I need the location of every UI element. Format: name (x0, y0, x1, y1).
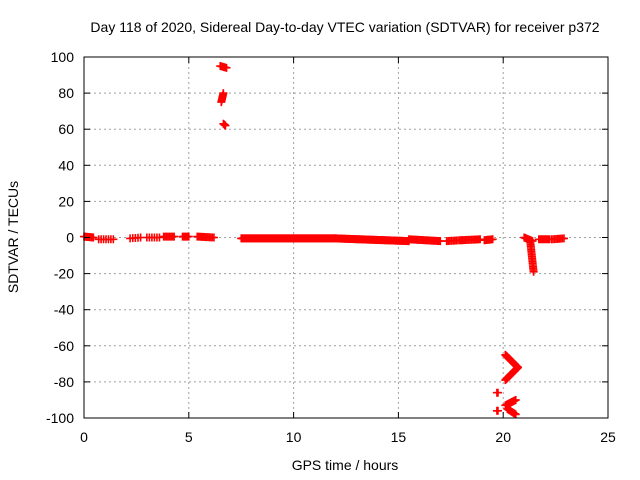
data-point (209, 233, 218, 242)
data-point (493, 406, 502, 415)
data-point (488, 235, 497, 244)
x-tick-label: 15 (391, 429, 407, 445)
y-axis-label: SDTVAR / TECUs (5, 181, 21, 293)
x-tick-label: 10 (286, 429, 302, 445)
data-point (493, 388, 502, 397)
x-axis-label: GPS time / hours (292, 457, 399, 473)
data-point (184, 232, 193, 241)
data-point (501, 376, 510, 385)
chart-title: Day 118 of 2020, Sidereal Day-to-day VTE… (90, 19, 599, 35)
data-point (529, 267, 538, 276)
data-points (80, 62, 568, 419)
y-tick-label: -100 (46, 410, 74, 426)
y-tick-label: 20 (58, 193, 74, 209)
data-point (155, 233, 164, 242)
data-point (109, 235, 118, 244)
x-tick-label: 5 (185, 429, 193, 445)
data-point (170, 232, 179, 241)
y-tick-label: -20 (54, 266, 74, 282)
y-tick-label: 80 (58, 85, 74, 101)
y-tick-label: -80 (54, 374, 74, 390)
data-point (559, 234, 568, 243)
x-tick-label: 0 (80, 429, 88, 445)
data-point (511, 395, 520, 404)
y-tick-label: -40 (54, 302, 74, 318)
data-point (511, 410, 520, 419)
y-tick-label: 100 (51, 49, 75, 65)
y-tick-label: 0 (66, 230, 74, 246)
x-tick-label: 20 (495, 429, 511, 445)
data-point (221, 121, 230, 130)
data-point (219, 89, 228, 98)
y-tick-label: 40 (58, 157, 74, 173)
x-tick-label: 25 (600, 429, 616, 445)
ticks: 0 5 10 15 20 25 100 80 60 40 20 0 -20 -40 -60 -80 -100 (46, 49, 616, 445)
y-tick-label: 60 (58, 121, 74, 137)
data-point (89, 233, 98, 242)
y-tick-label: -60 (54, 338, 74, 354)
data-point (222, 63, 231, 72)
